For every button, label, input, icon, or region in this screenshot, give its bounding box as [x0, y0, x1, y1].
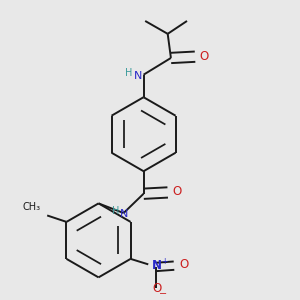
Text: O: O	[172, 185, 181, 198]
Text: O: O	[200, 50, 209, 62]
Text: N: N	[120, 209, 128, 219]
Text: O: O	[179, 259, 188, 272]
Text: N: N	[152, 260, 162, 272]
Text: +: +	[161, 257, 167, 266]
Text: H: H	[125, 68, 133, 78]
Text: O: O	[152, 282, 162, 295]
Text: CH₃: CH₃	[22, 202, 41, 212]
Text: −: −	[159, 289, 167, 298]
Text: H: H	[112, 206, 119, 216]
Text: N: N	[134, 71, 142, 81]
